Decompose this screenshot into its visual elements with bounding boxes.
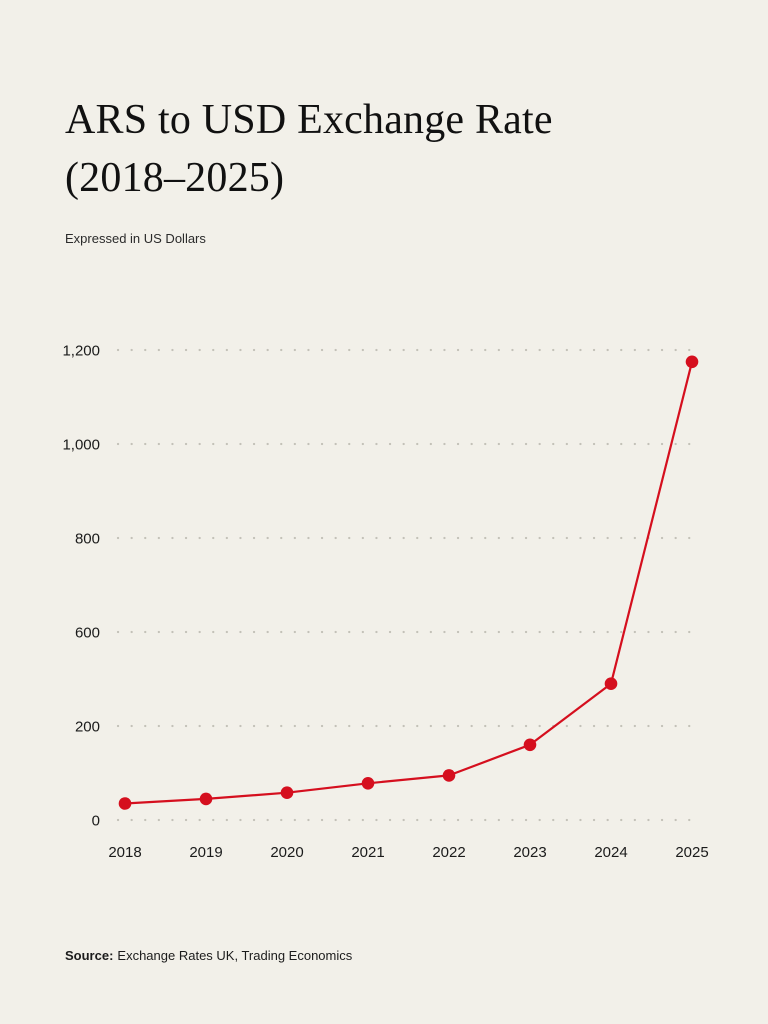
data-point	[118, 797, 132, 810]
x-axis-tick-label: 2018	[108, 844, 141, 861]
source-label: Source:	[65, 948, 114, 963]
data-point	[361, 777, 375, 790]
y-axis-tick-label: 0	[92, 813, 100, 830]
x-axis-tick-label: 2020	[270, 844, 303, 861]
chart-subtitle: Expressed in US Dollars	[65, 231, 206, 246]
x-axis-tick-label: 2019	[189, 844, 222, 861]
data-point	[604, 677, 618, 690]
data-point	[442, 769, 456, 782]
data-point	[685, 355, 699, 369]
x-axis-tick-label: 2023	[513, 844, 546, 861]
exchange-rate-line	[123, 360, 694, 805]
data-point	[280, 786, 294, 799]
y-axis-tick-label: 200	[75, 719, 100, 736]
x-axis-tick-label: 2025	[675, 844, 708, 861]
x-axis-tick-label: 2021	[351, 844, 384, 861]
chart-title: ARS to USD Exchange Rate (2018–2025)	[65, 97, 553, 201]
y-axis-tick-label: 1,000	[62, 437, 100, 454]
y-axis-tick-label: 800	[75, 531, 100, 548]
source-text: Exchange Rates UK, Trading Economics	[117, 948, 353, 963]
data-point	[523, 738, 537, 752]
x-axis-tick-label: 2024	[594, 844, 627, 861]
y-axis-tick-label: 1,200	[62, 343, 100, 360]
source-note: Source: Exchange Rates UK, Trading Econom…	[65, 948, 352, 963]
x-axis-tick-label: 2022	[432, 844, 465, 861]
y-axis-tick-label: 600	[75, 625, 100, 642]
data-point	[199, 792, 213, 806]
